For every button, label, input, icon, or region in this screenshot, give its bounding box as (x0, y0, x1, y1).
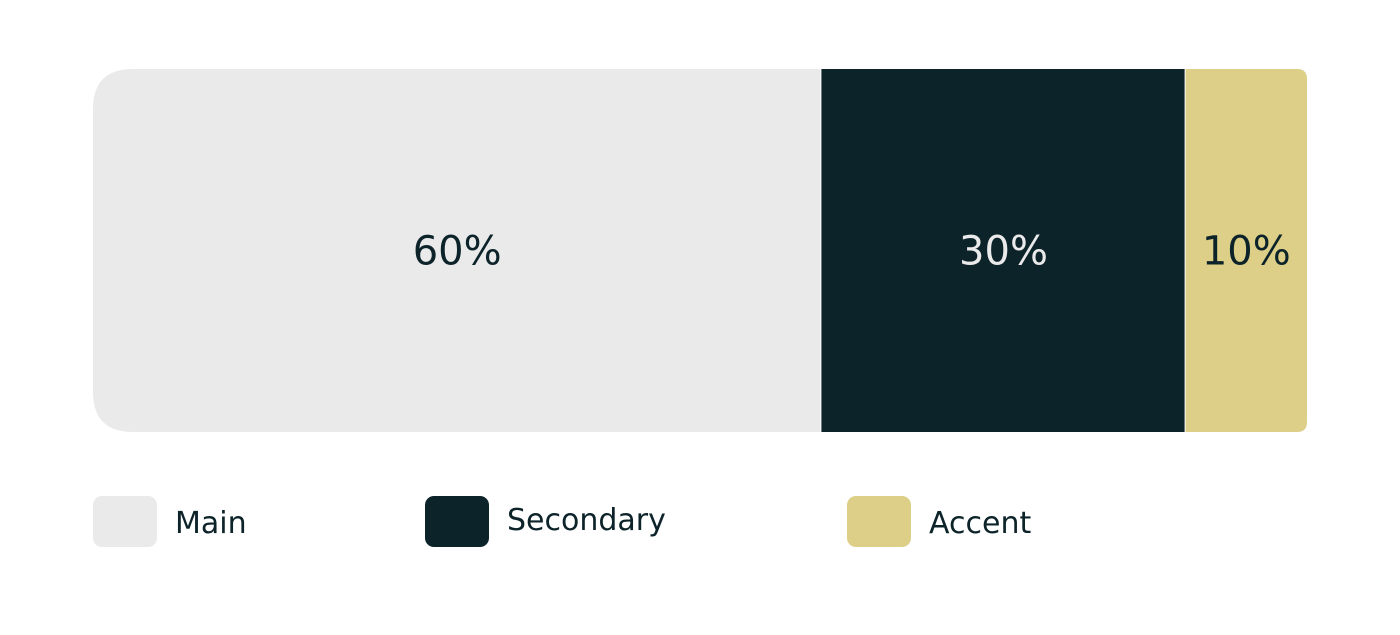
legend-swatch-secondary (425, 496, 489, 547)
bar-segment-secondary (821, 69, 1185, 432)
data-label-accent: 10% (1202, 229, 1291, 275)
bar-segment-accent (1185, 69, 1307, 432)
legend-label-main: Main (175, 506, 247, 541)
legend-swatch-main (93, 496, 157, 547)
data-label-secondary: 30% (959, 229, 1048, 275)
legend-swatch-accent (847, 496, 911, 547)
bar-segment-main (93, 69, 821, 432)
legend: Main Secondary Accent (93, 496, 1031, 547)
legend-label-secondary: Secondary (507, 503, 666, 538)
legend-label-accent: Accent (929, 506, 1031, 541)
data-label-main: 60% (413, 229, 502, 275)
bar-group: 60% 30% 10% (93, 69, 1307, 432)
